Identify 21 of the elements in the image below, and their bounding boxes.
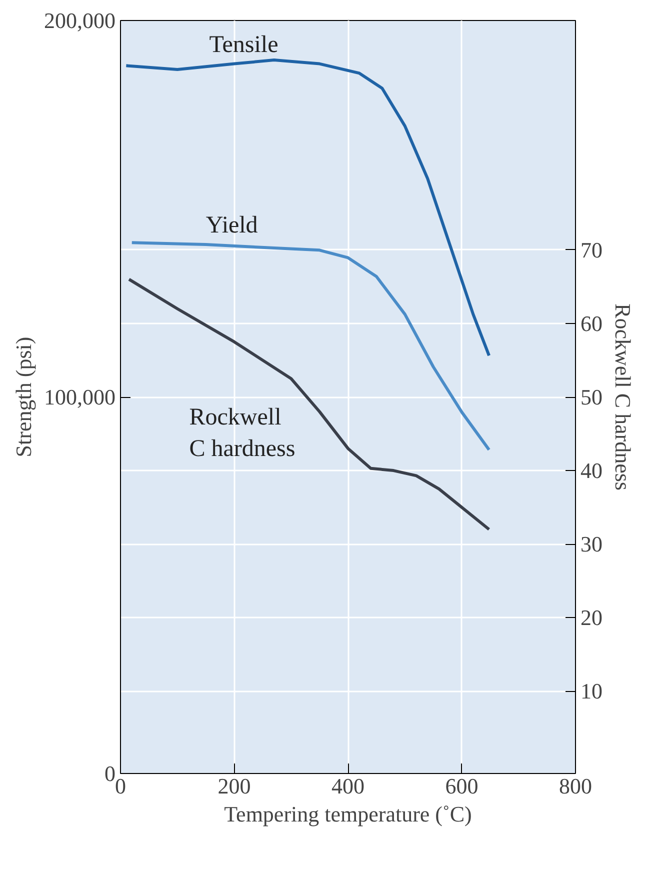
y2-axis-title: Rockwell C hardness [610, 304, 636, 490]
y2-tick-label: 60 [580, 310, 602, 336]
y2-tick-label: 20 [580, 605, 602, 630]
y-axis-title: Strength (psi) [11, 336, 36, 458]
y2-tick-label: 50 [580, 384, 602, 410]
line-series [124, 58, 491, 358]
y2-tick-label: 30 [580, 532, 602, 557]
x-tick-label: 200 [218, 774, 251, 798]
x-axis-title: Tempering temperature (˚C) [224, 802, 472, 826]
y-tick-label: 100,000 [44, 384, 116, 410]
x-tick-label: 400 [332, 774, 364, 798]
y2-tick-label: 70 [580, 237, 602, 262]
line-series [128, 278, 491, 531]
series-label: Yield [206, 212, 258, 239]
y2-tick-label: 10 [580, 678, 602, 704]
x-tick-label: 800 [559, 774, 592, 798]
y-tick-label: 200,000 [44, 8, 116, 33]
series-label: Tensile [209, 32, 278, 58]
x-tick-label: 600 [445, 774, 478, 798]
y2-tick-label: 40 [580, 458, 602, 484]
series-label: Rockwell C hardness [189, 404, 296, 462]
